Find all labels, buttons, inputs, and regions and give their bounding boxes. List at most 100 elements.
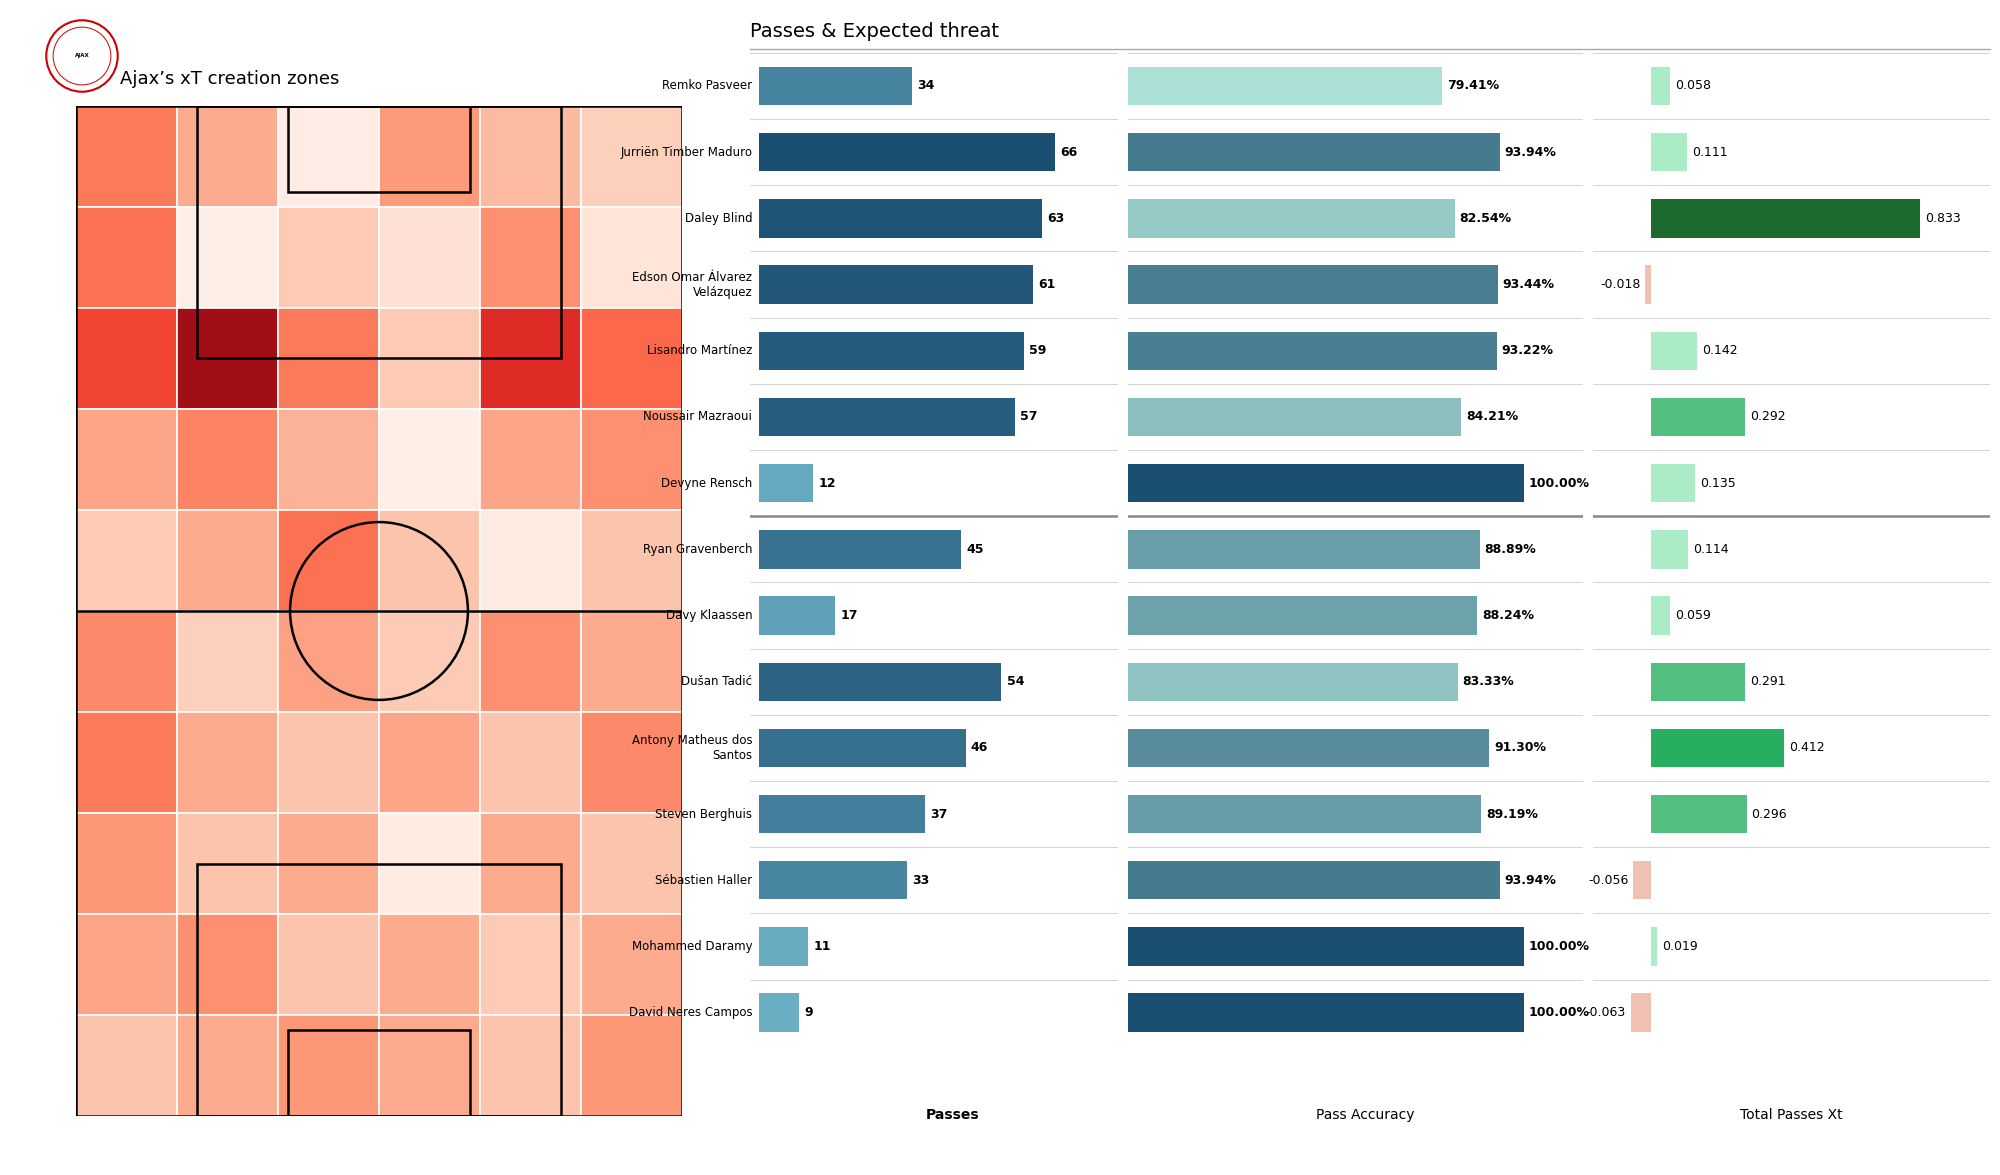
Text: 88.24%: 88.24% [1482, 609, 1534, 622]
Bar [1128, 397, 1462, 436]
Text: 89.19%: 89.19% [1486, 807, 1538, 820]
Text: 61: 61 [1038, 278, 1056, 291]
Bar [758, 993, 800, 1032]
Text: 0.019: 0.019 [1662, 940, 1698, 953]
Text: Lisandro Martínez: Lisandro Martínez [646, 344, 752, 357]
Text: Pass Accuracy: Pass Accuracy [1316, 1108, 1414, 1122]
Text: Devyne Rensch: Devyne Rensch [660, 477, 752, 490]
Text: 0.059: 0.059 [1676, 609, 1712, 622]
Bar [480, 207, 582, 308]
Bar [176, 510, 278, 611]
Text: 93.22%: 93.22% [1502, 344, 1554, 357]
Bar [1652, 331, 1698, 370]
Bar [1646, 266, 1652, 304]
Text: 0.833: 0.833 [1924, 212, 1960, 224]
Text: 0.111: 0.111 [1692, 146, 1728, 159]
Text: 66: 66 [1060, 146, 1078, 159]
Bar [480, 308, 582, 409]
Bar [380, 106, 480, 207]
Text: Davy Klaassen: Davy Klaassen [666, 609, 752, 622]
Text: 0.135: 0.135 [1700, 477, 1736, 490]
Bar [480, 106, 582, 207]
Text: 100.00%: 100.00% [1528, 940, 1590, 953]
Bar [76, 308, 176, 409]
Bar [288, 1030, 470, 1116]
Bar [76, 207, 176, 308]
Bar [278, 914, 380, 1015]
Bar [582, 1015, 682, 1116]
Bar [758, 663, 1002, 701]
Bar [1652, 397, 1746, 436]
Text: 84.21%: 84.21% [1466, 410, 1518, 423]
Text: 12: 12 [818, 477, 836, 490]
Text: 0.292: 0.292 [1750, 410, 1786, 423]
Bar [582, 712, 682, 813]
Bar [758, 331, 1024, 370]
Bar [278, 611, 380, 712]
Bar [480, 1015, 582, 1116]
Bar [1128, 530, 1480, 569]
Bar [582, 207, 682, 308]
Bar [1128, 464, 1524, 503]
Text: 46: 46 [970, 741, 988, 754]
Bar [582, 308, 682, 409]
Bar [76, 611, 176, 712]
Bar [1128, 67, 1442, 106]
Text: 63: 63 [1048, 212, 1064, 224]
Bar [1128, 663, 1458, 701]
Bar [380, 712, 480, 813]
Bar [758, 133, 1056, 172]
Bar [278, 1015, 380, 1116]
Bar [758, 728, 966, 767]
Text: 0.296: 0.296 [1752, 807, 1788, 820]
Bar [1128, 794, 1482, 833]
Bar [1652, 596, 1670, 634]
Bar [1634, 861, 1652, 900]
Text: 100.00%: 100.00% [1528, 1006, 1590, 1019]
Bar [758, 596, 836, 634]
Bar [176, 1015, 278, 1116]
Text: 0.291: 0.291 [1750, 676, 1786, 689]
Text: 59: 59 [1030, 344, 1046, 357]
Text: Dušan Tadić: Dušan Tadić [682, 676, 752, 689]
Bar [480, 712, 582, 813]
Bar [76, 106, 176, 207]
Bar [1652, 67, 1670, 106]
Bar [1652, 464, 1694, 503]
Bar [758, 266, 1032, 304]
Text: Ryan Gravenberch: Ryan Gravenberch [642, 543, 752, 556]
Bar [758, 927, 808, 966]
Text: 93.44%: 93.44% [1502, 278, 1554, 291]
Bar [76, 510, 176, 611]
Bar [278, 813, 380, 914]
Text: David Neres Campos: David Neres Campos [628, 1006, 752, 1019]
Text: Daley Blind: Daley Blind [684, 212, 752, 224]
Bar [582, 914, 682, 1015]
Bar [176, 813, 278, 914]
Text: Total Passes Xt: Total Passes Xt [1740, 1108, 1842, 1122]
Text: 34: 34 [918, 80, 934, 93]
Text: 79.41%: 79.41% [1448, 80, 1500, 93]
Text: 11: 11 [814, 940, 832, 953]
Bar [1128, 199, 1454, 237]
Text: AJAX: AJAX [74, 54, 90, 59]
Bar [480, 914, 582, 1015]
Bar [176, 409, 278, 510]
Bar [198, 864, 560, 1116]
Text: Passes & Expected threat: Passes & Expected threat [750, 22, 1000, 41]
Bar [758, 199, 1042, 237]
Bar [758, 861, 908, 900]
Text: Remko Pasveer: Remko Pasveer [662, 80, 752, 93]
Bar [480, 813, 582, 914]
Text: 83.33%: 83.33% [1462, 676, 1514, 689]
Bar [1128, 133, 1500, 172]
Text: 37: 37 [930, 807, 948, 820]
Bar [380, 1015, 480, 1116]
Text: Edson Omar Álvarez
Velázquez: Edson Omar Álvarez Velázquez [632, 270, 752, 298]
Bar [1128, 927, 1524, 966]
Bar [480, 510, 582, 611]
Bar [480, 409, 582, 510]
Bar [1652, 728, 1784, 767]
Bar [582, 813, 682, 914]
Text: 93.94%: 93.94% [1504, 146, 1556, 159]
